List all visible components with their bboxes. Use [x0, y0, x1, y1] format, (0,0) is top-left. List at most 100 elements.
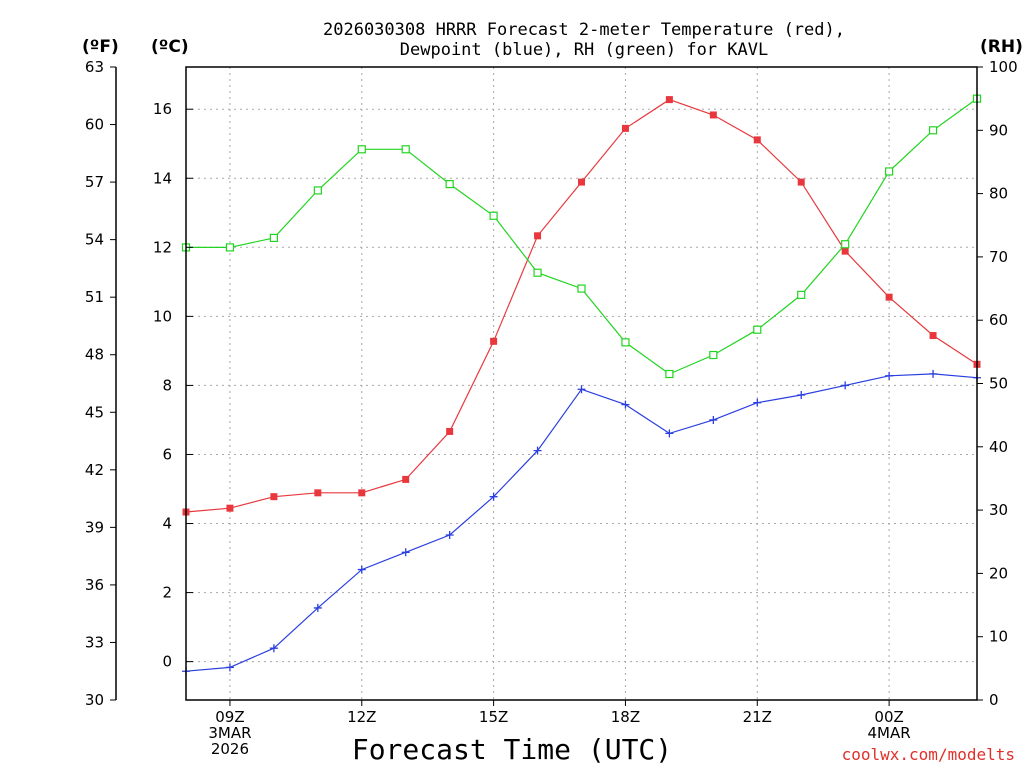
- dewpoint-point: [225, 663, 234, 672]
- rh-point: [885, 167, 894, 176]
- temperature-point: [402, 475, 410, 483]
- credit-link[interactable]: coolwx.com/modelts: [842, 745, 1015, 764]
- rh-tick-label: 30: [989, 501, 1008, 519]
- temperature-point: [226, 504, 234, 512]
- dewpoint-point: [621, 400, 630, 409]
- rh-tick-label: 0: [989, 691, 999, 709]
- rh-point: [621, 338, 630, 347]
- x-tick-label: 21Z: [743, 708, 772, 726]
- x-tick-label: 4MAR: [868, 724, 911, 742]
- rh-point: [269, 233, 278, 243]
- temperature-point: [841, 247, 849, 255]
- rh-point: [445, 180, 454, 189]
- chart-title-line-1: 2026030308 HRRR Forecast 2-meter Tempera…: [323, 20, 845, 40]
- temperature-point: [753, 136, 761, 144]
- fahrenheit-tick-label: 42: [85, 461, 104, 479]
- rh-tick-label: 10: [989, 628, 1008, 646]
- rh-point: [709, 350, 718, 360]
- dewpoint-point: [885, 371, 894, 380]
- plot-frame: [185, 66, 978, 701]
- celsius-tick-label: 10: [153, 307, 172, 325]
- fahrenheit-axis-label: (ºF): [82, 37, 119, 57]
- x-tick-label: 18Z: [611, 708, 640, 726]
- rh-point: [797, 290, 806, 299]
- rh-tick-label: 60: [989, 311, 1008, 329]
- rh-point: [313, 186, 322, 195]
- dewpoint-point: [445, 531, 454, 540]
- celsius-tick-label: 2: [162, 584, 172, 602]
- fahrenheit-tick-label: 33: [85, 633, 104, 651]
- temperature-point: [314, 489, 322, 497]
- rh-point: [841, 240, 850, 249]
- fahrenheit-tick-label: 54: [85, 231, 104, 249]
- temperature-point: [621, 124, 629, 132]
- rh-axis-label: (RH): [980, 37, 1023, 57]
- dewpoint-point: [665, 429, 674, 438]
- x-tick-label: 12Z: [347, 708, 376, 726]
- celsius-tick-label: 8: [162, 376, 172, 394]
- temperature-point: [578, 178, 585, 186]
- temperature-series-line: [185, 98, 978, 513]
- rh-point: [533, 268, 542, 277]
- rh-point: [665, 369, 674, 379]
- fahrenheit-tick-label: 57: [85, 173, 104, 191]
- dewpoint-point: [929, 369, 938, 378]
- dewpoint-point: [533, 446, 542, 455]
- rh-point: [357, 145, 366, 154]
- fahrenheit-tick-label: 39: [85, 518, 104, 536]
- temperature-point: [929, 332, 937, 340]
- dewpoint-point: [313, 603, 322, 612]
- grid-layer: [186, 67, 977, 700]
- x-tick-label: 15Z: [479, 708, 508, 726]
- dewpoint-point: [797, 391, 806, 400]
- x-tick-label: 00Z: [874, 708, 903, 726]
- fahrenheit-tick-label: 60: [85, 116, 104, 134]
- dewpoint-point: [357, 565, 366, 574]
- fahrenheit-tick-label: 45: [85, 403, 104, 421]
- fahrenheit-tick-label: 63: [85, 58, 104, 76]
- rh-tick-label: 70: [989, 248, 1008, 266]
- celsius-tick-label: 14: [153, 169, 172, 187]
- celsius-axis-label: (ºC): [151, 37, 189, 57]
- dewpoint-point: [841, 381, 850, 390]
- dewpoint-series-line: [185, 373, 978, 672]
- fahrenheit-tick-label: 48: [85, 346, 104, 364]
- temperature-point: [490, 337, 498, 345]
- fahrenheit-tick-label: 51: [85, 288, 104, 306]
- x-tick-label: 3MAR: [208, 724, 251, 742]
- temperature-point: [446, 427, 454, 435]
- rh-point: [577, 284, 586, 293]
- dewpoint-point: [709, 415, 718, 424]
- temperature-point: [534, 232, 542, 240]
- celsius-tick-label: 6: [162, 445, 172, 463]
- temperature-point: [885, 293, 893, 301]
- x-tick-label: 2026: [211, 740, 249, 758]
- celsius-tick-label: 0: [162, 653, 172, 671]
- temperature-point: [270, 493, 278, 501]
- rh-tick-label: 80: [989, 185, 1008, 203]
- temperature-point: [358, 489, 366, 497]
- x-axis-title: Forecast Time (UTC): [352, 733, 672, 766]
- dewpoint-point: [489, 492, 498, 501]
- dewpoint-point: [753, 398, 762, 407]
- rh-point: [401, 145, 410, 154]
- temperature-point: [797, 178, 805, 186]
- celsius-tick-label: 4: [162, 515, 172, 533]
- fahrenheit-tick-label: 36: [85, 576, 104, 594]
- rh-tick-label: 50: [989, 375, 1008, 393]
- rh-point: [225, 243, 235, 252]
- rh-point: [489, 211, 498, 220]
- chart-title-line-2: Dewpoint (blue), RH (green) for KAVL: [400, 40, 768, 60]
- temperature-point: [709, 111, 717, 119]
- rh-tick-label: 40: [989, 438, 1008, 456]
- dewpoint-point: [269, 644, 278, 653]
- fahrenheit-tick-label: 30: [85, 691, 104, 709]
- dewpoint-point: [401, 548, 410, 557]
- rh-tick-label: 100: [989, 58, 1018, 76]
- rh-tick-label: 20: [989, 564, 1008, 582]
- dewpoint-point: [577, 385, 586, 394]
- rh-series-line: [186, 98, 978, 375]
- rh-tick-label: 90: [989, 121, 1008, 139]
